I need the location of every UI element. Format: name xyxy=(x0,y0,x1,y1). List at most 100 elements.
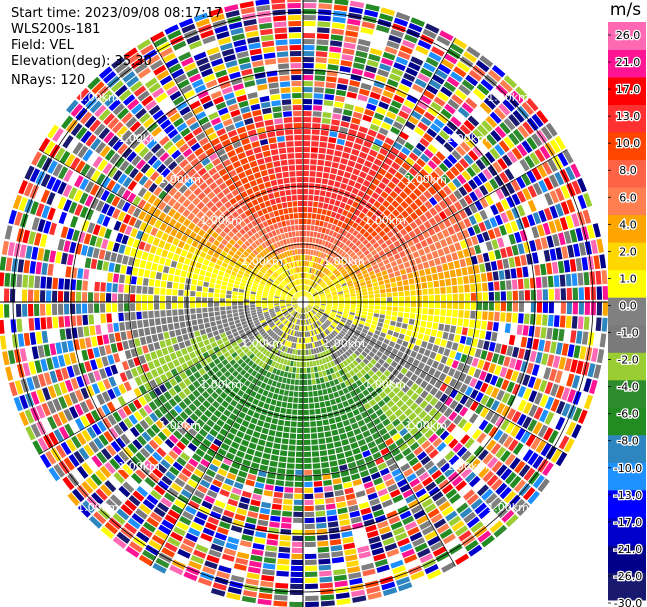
colorbar-segment xyxy=(608,545,646,573)
ray xyxy=(303,0,317,296)
ray xyxy=(308,238,604,301)
ray xyxy=(307,305,550,493)
ray xyxy=(12,194,298,301)
ray xyxy=(303,307,351,606)
ray xyxy=(308,135,566,299)
colorbar-segment xyxy=(608,49,646,78)
ray xyxy=(87,76,299,298)
colorbar-tick-label: 21.0 xyxy=(616,56,641,69)
ray xyxy=(303,0,365,297)
field-name: Field: VEL xyxy=(11,38,74,53)
range-ring-label: 1.00km xyxy=(118,132,160,145)
ray xyxy=(226,307,302,601)
ray xyxy=(111,56,300,298)
ray xyxy=(88,306,299,529)
ray xyxy=(4,225,298,301)
ray xyxy=(307,86,529,298)
colorbar-segment xyxy=(608,434,646,463)
colorbar-segment xyxy=(608,187,646,216)
ray xyxy=(25,304,298,441)
ray xyxy=(304,307,382,600)
ray xyxy=(271,0,303,296)
ray xyxy=(164,24,301,297)
ray xyxy=(308,303,598,395)
ray xyxy=(31,151,298,300)
azimuth-spokes xyxy=(0,0,608,607)
colorbar-segment xyxy=(608,352,646,381)
azimuth-spoke xyxy=(150,311,298,567)
colorbar-tick-label: 2.0 xyxy=(619,245,637,258)
ray xyxy=(309,302,609,316)
range-ring-label: 1.00km xyxy=(446,460,488,473)
range-ring-label: 1.00km xyxy=(323,337,365,350)
ray xyxy=(62,305,299,491)
colorbar-segment xyxy=(608,269,646,298)
ray xyxy=(307,110,549,299)
ray xyxy=(18,180,298,300)
colorbar-tick-label: 6.0 xyxy=(619,191,637,204)
range-ring-label: 1.00km xyxy=(200,214,242,227)
ray xyxy=(309,302,608,332)
colorbar-tick-label: -30.0 xyxy=(614,597,642,607)
ray xyxy=(308,177,587,300)
range-ring-label: 1.00km xyxy=(241,255,283,268)
ray xyxy=(138,307,300,567)
ray xyxy=(306,46,481,298)
elevation: Elevation(deg): 35.30 xyxy=(11,54,152,69)
ray xyxy=(308,302,607,348)
ray xyxy=(303,0,349,297)
scan-info: Start time: 2023/09/08 08:17:17 WLS200s-… xyxy=(11,6,222,89)
ray xyxy=(308,304,582,439)
azimuth-spoke xyxy=(150,37,298,293)
ray xyxy=(308,304,588,424)
ray xyxy=(100,306,300,539)
ray xyxy=(305,17,425,297)
azimuth-spoke xyxy=(308,311,456,567)
ray xyxy=(303,308,335,607)
ray xyxy=(305,307,425,581)
ray xyxy=(306,306,483,557)
colorbar-segment xyxy=(608,572,646,601)
ray xyxy=(2,303,298,366)
colorbar-tick-label: 4.0 xyxy=(619,218,637,231)
azimuth-spoke xyxy=(308,37,456,293)
colorbar-segment xyxy=(608,489,646,518)
range-ring-label: 1.00km xyxy=(200,378,242,391)
range-ring-label: 1.00km xyxy=(323,255,365,268)
colorbar-tick-label: -2.0 xyxy=(617,354,638,367)
ray xyxy=(241,307,303,604)
ray xyxy=(307,306,530,517)
colorbar-segment xyxy=(608,324,646,353)
ray xyxy=(308,192,593,301)
range-ring-label: 1.00km xyxy=(159,173,201,186)
ray xyxy=(0,302,298,350)
colorbar-tick-label: -13.0 xyxy=(614,489,642,502)
ray xyxy=(304,307,367,603)
ray xyxy=(0,256,298,302)
ray xyxy=(308,254,607,302)
ray xyxy=(304,307,398,596)
colorbar-tick-label: 17.0 xyxy=(616,83,641,96)
colorbar: 26.0 21.0 17.0 13.0 10.0 8.0 6.0 4.0 2.0 1.0 0.0 -1… xyxy=(608,22,646,607)
colorbar-segment xyxy=(608,22,646,50)
start-time: Start time: 2023/09/08 08:17:17 xyxy=(11,6,223,21)
ray xyxy=(307,75,518,298)
colorbar-tick-label: 8.0 xyxy=(619,164,637,177)
range-ring-label: 1.00km xyxy=(118,460,160,473)
ray xyxy=(38,137,298,299)
ray xyxy=(307,306,519,528)
ray xyxy=(306,306,508,538)
azimuth-spoke xyxy=(38,149,294,297)
ray xyxy=(19,304,298,427)
ray xyxy=(24,165,298,300)
range-ring-label: 1.00km xyxy=(405,419,447,432)
colorbar-tick-label: 1.0 xyxy=(619,272,637,285)
ray xyxy=(183,307,301,582)
colorbar-tick-label: 26.0 xyxy=(616,29,641,42)
ray xyxy=(257,307,303,606)
ray xyxy=(306,55,494,298)
colorbar-segment xyxy=(608,297,646,326)
range-ring-label: 1.00km xyxy=(77,91,119,104)
ray xyxy=(197,307,302,587)
colorbar-tick-label: -1.0 xyxy=(617,327,638,340)
